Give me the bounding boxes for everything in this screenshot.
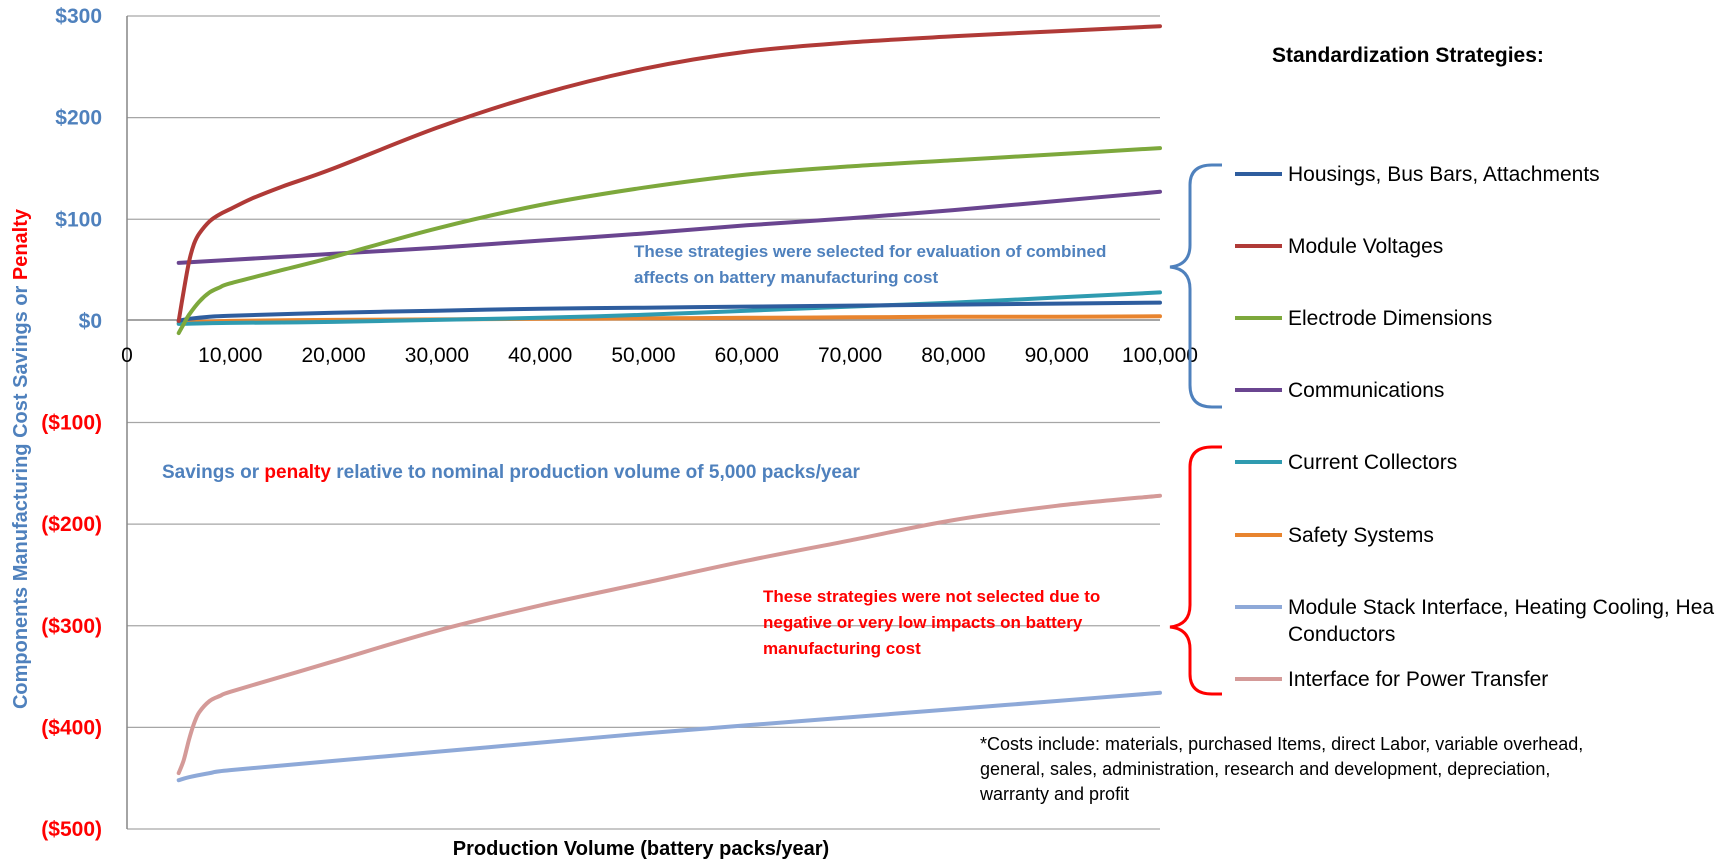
x-tick-label: 70,000	[818, 344, 882, 367]
x-tick-label: 60,000	[715, 344, 779, 367]
footnote-line2: general, sales, administration, research…	[980, 759, 1550, 779]
x-tick-label: 90,000	[1025, 344, 1089, 367]
note-not-selected-line2: negative or very low impacts on battery	[763, 613, 1083, 632]
x-tick-label: 0	[121, 344, 133, 367]
x-tick-label: 20,000	[301, 344, 365, 367]
series-line-2	[176, 146, 1162, 336]
series-line-6	[176, 690, 1162, 783]
legend-label: Housings, Bus Bars, Attachments	[1288, 163, 1600, 186]
x-tick-label: 100,000	[1122, 344, 1198, 367]
note-nominal-part1: Savings or	[162, 462, 264, 483]
series-line-4	[176, 290, 1162, 326]
x-tick-label: 40,000	[508, 344, 572, 367]
x-tick-label: 50,000	[611, 344, 675, 367]
y-tick-label: $200	[55, 107, 102, 130]
note-selected-line2: affects on battery manufacturing cost	[634, 268, 939, 287]
x-tick-labels: 0 10,000 20,000 30,000 40,000 50,000 60,000 70,…	[121, 344, 1198, 367]
bracket-selected	[1169, 163, 1222, 409]
y-tick-label: ($300)	[41, 615, 102, 638]
footnote-line1: *Costs include: materials, purchased Ite…	[980, 734, 1583, 754]
y-tick-label: $0	[79, 310, 102, 333]
note-not-selected-line1: These strategies were not selected due t…	[763, 587, 1100, 606]
legend-label: Module Voltages	[1288, 235, 1443, 258]
y-tick-label: ($100)	[41, 412, 102, 435]
series-line-5	[176, 314, 1162, 325]
series-line-3	[176, 189, 1162, 265]
legend-label-line1: Module Stack Interface, Heating Cooling,…	[1288, 596, 1714, 619]
note-selected-line1: These strategies were selected for evalu…	[634, 242, 1106, 261]
legend: Housings, Bus Bars, Attachments Module Vo…	[1235, 163, 1714, 691]
y-tick-label: $100	[55, 208, 102, 231]
note-nominal-part3: relative to nominal production volume of…	[331, 462, 861, 483]
x-tick-label: 30,000	[405, 344, 469, 367]
legend-label: Module Stack Interface, Heating Cooling,…	[1288, 596, 1714, 646]
y-axis-title-part2: Penalty	[10, 208, 32, 280]
legend-label: Safety Systems	[1288, 524, 1434, 547]
bracket-not-selected	[1169, 445, 1222, 696]
x-tick-label: 10,000	[198, 344, 262, 367]
note-not-selected-line3: manufacturing cost	[763, 639, 921, 658]
legend-label: Interface for Power Transfer	[1288, 668, 1548, 691]
series-line-0	[176, 300, 1162, 323]
series-line-7	[176, 493, 1162, 776]
legend-title: Standardization Strategies:	[1272, 44, 1544, 67]
x-tick-label: 80,000	[921, 344, 985, 367]
legend-label-line2: Conductors	[1288, 623, 1395, 646]
x-axis-title: Production Volume (battery packs/year)	[453, 838, 829, 859]
y-tick-label: $300	[55, 5, 102, 28]
series-lines	[176, 24, 1162, 783]
y-tick-label: ($400)	[41, 716, 102, 739]
y-tick-labels: $300 $200 $100 $0 ($100) ($200) ($300) ($400) ($…	[41, 5, 102, 841]
y-axis-title-part1: Components Manufacturing Cost Savings or	[10, 280, 32, 709]
y-axis-title: Components Manufacturing Cost Savings or…	[10, 208, 32, 709]
note-nominal: Savings or penalty relative to nominal p…	[162, 462, 861, 483]
y-tick-label: ($200)	[41, 513, 102, 536]
note-nominal-part2: penalty	[264, 462, 331, 483]
legend-label: Current Collectors	[1288, 451, 1457, 474]
gridlines	[127, 15, 1160, 830]
series-line-1	[176, 24, 1162, 323]
legend-label: Electrode Dimensions	[1288, 307, 1492, 330]
legend-label: Communications	[1288, 379, 1444, 402]
footnote-line3: warranty and profit	[979, 784, 1129, 804]
y-tick-label: ($500)	[41, 818, 102, 841]
